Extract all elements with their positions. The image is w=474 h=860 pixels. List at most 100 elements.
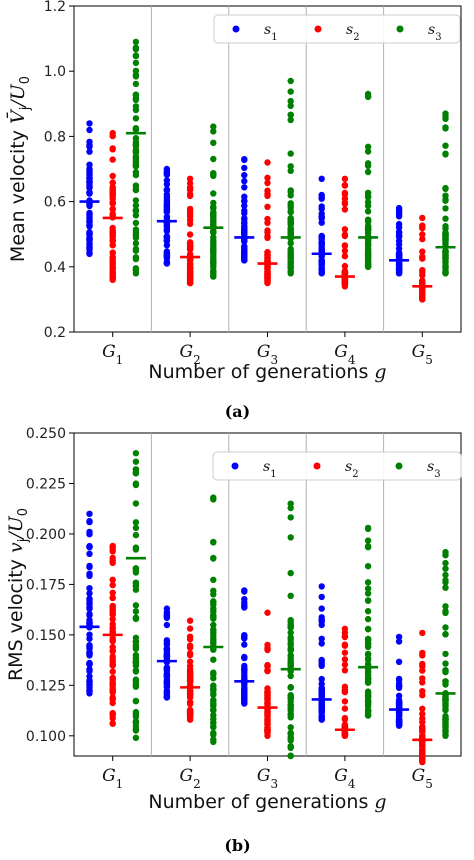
data-point: [86, 175, 93, 182]
data-point: [163, 683, 171, 691]
data-point: [395, 692, 403, 699]
data-point: [395, 658, 403, 665]
data-point: [210, 729, 217, 737]
data-point: [442, 721, 449, 728]
data-point: [264, 690, 271, 697]
data-point: [132, 44, 140, 51]
data-point: [287, 97, 294, 105]
data-point: [287, 724, 294, 731]
data-point: [163, 653, 171, 660]
data-point: [132, 450, 140, 457]
data-point: [442, 263, 449, 271]
data-point: [341, 175, 349, 182]
data-point: [86, 161, 93, 168]
data-point: [287, 514, 294, 521]
data-point: [318, 593, 325, 601]
data-point: [287, 240, 294, 247]
data-point: [341, 642, 349, 649]
data-point: [210, 682, 217, 689]
data-point: [109, 621, 116, 628]
data-point: [109, 543, 116, 551]
data-point: [395, 699, 403, 707]
y-tick-label: 0.8: [44, 129, 66, 145]
data-point: [341, 253, 349, 260]
data-point: [264, 215, 271, 223]
data-point: [364, 590, 372, 597]
data-point: [132, 565, 140, 572]
data-point: [132, 519, 140, 526]
data-point: [395, 207, 403, 214]
data-point: [132, 683, 140, 690]
data-point: [210, 539, 217, 546]
data-point: [287, 255, 294, 262]
data-point: [163, 186, 171, 193]
data-point: [442, 631, 449, 638]
data-point: [186, 205, 194, 213]
data-point: [395, 638, 403, 645]
data-point: [132, 655, 140, 662]
data-point: [163, 645, 171, 653]
legend-marker: [232, 25, 240, 33]
data-point: [210, 496, 217, 503]
data-point: [86, 590, 93, 597]
data-point: [210, 621, 217, 629]
data-point: [241, 202, 248, 209]
data-point: [163, 193, 171, 200]
data-point: [442, 112, 449, 120]
data-point: [287, 624, 294, 631]
legend: s1 s2 s3: [213, 14, 461, 44]
data-point: [442, 650, 449, 658]
data-point: [186, 698, 194, 706]
data-point: [318, 707, 325, 714]
data-point: [132, 480, 140, 487]
data-point: [364, 692, 372, 699]
data-point: [109, 695, 116, 702]
data-point: [287, 163, 294, 170]
data-point: [86, 687, 93, 694]
data-point: [318, 688, 325, 695]
data-point: [364, 625, 372, 633]
data-point: [442, 667, 449, 674]
data-point: [442, 236, 449, 244]
data-point: [341, 683, 349, 690]
data-point: [364, 579, 372, 586]
data-point: [341, 247, 349, 254]
series-s3: [125, 450, 456, 760]
data-point: [109, 589, 116, 596]
data-point: [86, 562, 93, 570]
data-point: [210, 635, 217, 643]
data-point: [109, 145, 116, 152]
data-point: [341, 731, 349, 738]
data-point: [132, 614, 140, 621]
data-point: [132, 197, 140, 204]
data-point: [318, 193, 325, 201]
data-point: [442, 559, 449, 567]
data-point: [163, 249, 171, 257]
data-point: [318, 583, 325, 590]
data-point: [442, 184, 449, 192]
data-point: [132, 524, 140, 532]
data-point: [287, 88, 294, 95]
data-point: [132, 159, 140, 166]
data-point: [241, 256, 248, 263]
data-point: [109, 653, 116, 660]
data-point: [86, 649, 93, 656]
data-point: [264, 174, 271, 181]
data-point: [132, 265, 140, 272]
data-point: [132, 708, 140, 716]
data-point: [109, 156, 116, 163]
data-point: [163, 227, 171, 235]
data-point: [186, 617, 194, 624]
data-point: [186, 262, 194, 269]
data-point: [132, 202, 140, 209]
data-point: [132, 96, 140, 104]
data-point: [287, 616, 294, 624]
data-point: [287, 744, 294, 751]
data-point: [318, 215, 325, 222]
data-point: [364, 608, 372, 615]
data-point: [318, 656, 325, 664]
data-point: [210, 229, 217, 236]
data-point: [364, 261, 372, 268]
data-point: [264, 661, 271, 669]
